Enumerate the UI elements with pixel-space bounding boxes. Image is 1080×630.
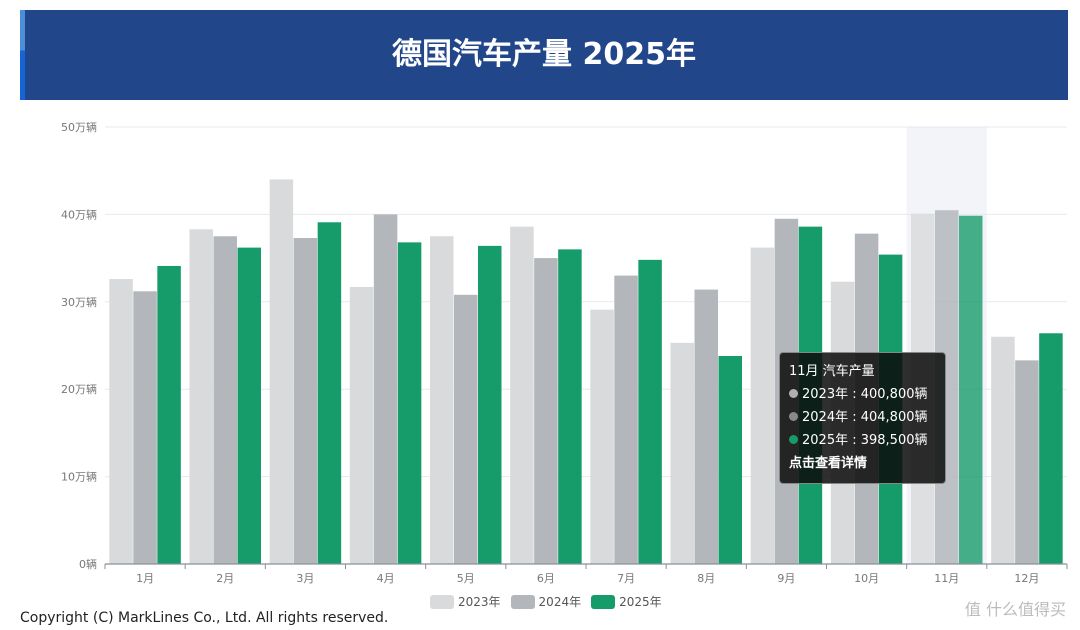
x-tick-label: 12月 [1014,572,1039,585]
chart-title: 德国汽车产量 2025年 [392,37,696,72]
legend-swatch [591,594,616,609]
y-tick-label: 0辆 [79,557,97,571]
dot-icon [789,435,798,444]
bar-2024年-8月 [694,289,718,564]
bar-2023年-12月 [991,336,1015,564]
bar-2023年-5月 [430,236,454,564]
x-tick-label: 5月 [457,572,475,585]
x-tick-label: 6月 [537,572,555,585]
dot-icon [789,389,798,398]
bar-2023年-3月 [269,179,294,564]
x-tick-label: 9月 [777,572,795,585]
y-tick-label: 50万辆 [61,120,97,134]
legend-item-2023[interactable]: 2023年 [430,593,501,610]
bar-2025年-2月 [237,247,261,564]
x-tick-label: 1月 [136,572,154,585]
bar-2025年-5月 [478,245,502,564]
y-tick-label: 30万辆 [61,295,97,309]
tooltip-row: 2023年 : 400,800辆 [789,383,939,406]
tooltip-row: 2024年 : 404,800辆 [789,406,939,429]
bar-2025年-1月 [157,265,181,564]
bar-2025年-7月 [638,259,662,564]
legend-swatch [430,594,454,609]
y-tick-label: 20万辆 [61,382,97,396]
bar-2023年-4月 [349,286,374,564]
bar-2025年-3月 [317,222,342,565]
tooltip-row: 2025年 : 398,500辆 [789,429,939,452]
legend-item-2025[interactable]: 2025年 [591,593,662,610]
bar-2024年-2月 [213,236,237,564]
tooltip-title: 11月 汽车产量 [789,364,875,379]
bar-2023年-9月 [750,247,775,564]
bar-2023年-1月 [109,279,133,564]
legend-swatch [510,594,535,609]
legend: 2023年 2024年 2025年 [430,593,662,610]
bar-2025年-8月 [718,355,742,564]
bar-2024年-4月 [373,214,398,564]
copyright-text: Copyright (C) MarkLines Co., Ltd. All ri… [20,610,389,626]
x-tick-label: 7月 [617,572,635,585]
legend-item-2024[interactable]: 2024年 [510,593,581,610]
bar-2024年-12月 [1015,360,1039,564]
bar-2023年-8月 [670,342,694,564]
x-tick-label: 8月 [697,572,715,585]
watermark: 值 什么值得买 [964,600,1066,619]
tooltip: 11月 汽车产量 2023年 : 400,800辆 2024年 : 404,80… [779,352,946,484]
bar-2025年-6月 [558,249,582,565]
chart-header: 德国汽车产量 2025年 [20,10,1068,100]
x-tick-label: 10月 [854,572,879,585]
x-tick-label: 4月 [377,572,395,585]
bar-2025年-12月 [1039,333,1063,564]
bar-2024年-5月 [454,294,478,564]
bar-2023年-7月 [590,309,614,564]
bar-2023年-6月 [510,226,534,565]
bar-2024年-6月 [534,258,558,564]
y-tick-label: 40万辆 [61,207,97,221]
bar-2024年-3月 [293,237,318,565]
dot-icon [789,412,798,421]
x-tick-label: 2月 [216,572,234,585]
bar-2025年-11月 [959,215,983,564]
x-tick-label: 3月 [296,572,314,585]
bar-2023年-2月 [189,229,213,564]
header-accent-stripe [20,10,25,100]
x-tick-label: 11月 [934,572,959,585]
view-details-link[interactable]: 点击查看详情 [789,456,868,471]
bar-2024年-7月 [614,275,638,564]
y-tick-label: 10万辆 [61,470,97,484]
bar-2025年-4月 [397,242,422,565]
bar-2024年-1月 [133,291,157,564]
